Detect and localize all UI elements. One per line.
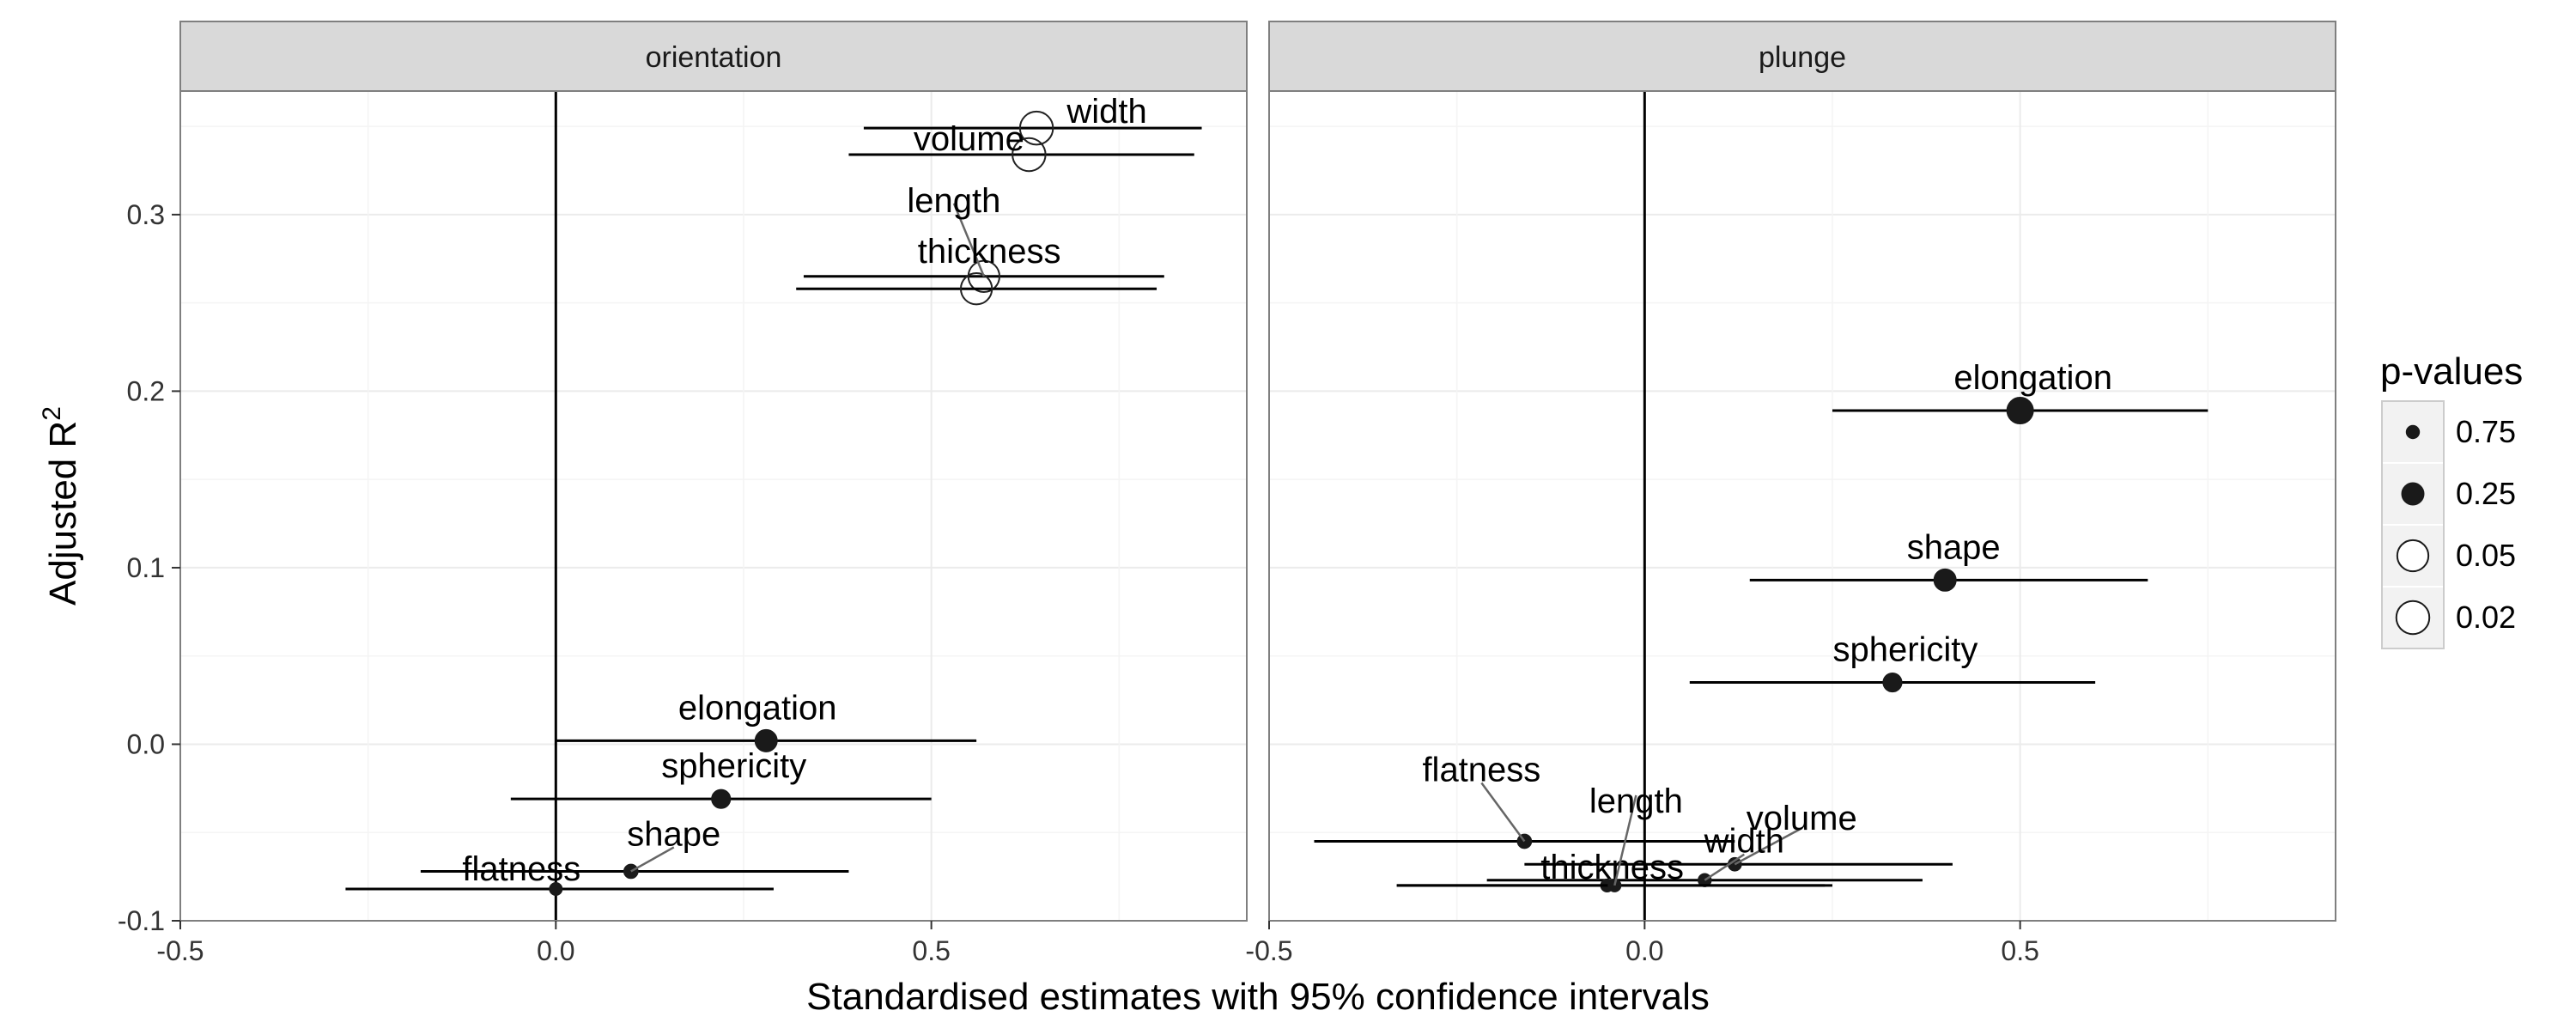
point-flatness — [549, 882, 563, 897]
point-sphericity — [711, 788, 732, 809]
panel-orientation: volume width length thickness elongation sphe… — [118, 21, 1248, 966]
legend-symbol-0.02 — [2395, 600, 2431, 636]
legend-symbol-0.75 — [2405, 424, 2421, 440]
legend-symbol-0.05 — [2396, 539, 2430, 573]
x-tick-label: 0.5 — [2001, 935, 2038, 966]
strip-title: plunge — [1759, 41, 1846, 74]
point-elongation — [2006, 397, 2034, 424]
y-tick-label: 0.1 — [127, 552, 165, 583]
legend-label: 0.75 — [2456, 414, 2516, 449]
strip-title: orientation — [646, 41, 782, 74]
data-label-flatness: flatness — [1422, 752, 1540, 789]
data-label-elongation: elongation — [678, 689, 837, 727]
data-label-length: length — [907, 182, 1000, 220]
y-axis-title-main: Adjusted R — [42, 421, 84, 606]
legend-title: p-values — [2380, 350, 2523, 393]
leader-line-length — [952, 203, 986, 277]
data-label-volume: volume — [914, 120, 1024, 158]
data-label-elongation: elongation — [1953, 359, 2112, 397]
data-label-sphericity: sphericity — [661, 747, 806, 785]
point-volume — [1012, 137, 1047, 173]
data-label-width: width — [1066, 93, 1146, 131]
panel-background — [1269, 91, 2336, 921]
data-label-length: length — [1589, 782, 1683, 820]
data-label-volume: volume — [1747, 800, 1857, 837]
leader-line-shape — [630, 846, 675, 873]
point-thickness — [959, 272, 993, 306]
x-axis-title: Standardised estimates with 95% confiden… — [806, 976, 1710, 1018]
data-label-thickness: thickness — [918, 233, 1061, 271]
point-sphericity — [1882, 672, 1903, 693]
legend-label: 0.05 — [2456, 538, 2516, 573]
legend-label: 0.25 — [2456, 476, 2516, 511]
y-tick-label: -0.1 — [118, 905, 165, 936]
x-tick-label: 0.0 — [537, 935, 574, 966]
leader-line-flatness — [1480, 782, 1526, 843]
y-tick-label: 0.3 — [127, 199, 165, 230]
leader-line-width — [1704, 853, 1745, 881]
data-label-shape: shape — [1907, 528, 2001, 566]
strip-header — [1268, 21, 2336, 92]
panel-background — [180, 91, 1247, 921]
strip-header — [179, 21, 1248, 92]
x-tick-label: 0.0 — [1625, 935, 1663, 966]
data-label-thickness: thickness — [1540, 849, 1684, 886]
panel-plunge: elongation shape sphericity flatness volumew… — [1245, 21, 2336, 966]
point-elongation — [754, 728, 778, 752]
x-tick-label: 0.5 — [912, 935, 950, 966]
leader-line-length — [1613, 795, 1637, 886]
data-label-width: width — [1704, 823, 1784, 861]
legend-frame — [2381, 400, 2445, 649]
point-shape — [1933, 568, 1957, 592]
data-label-flatness: flatness — [462, 850, 580, 888]
data-label-shape: shape — [627, 815, 720, 853]
y-tick-label: 0.2 — [127, 375, 165, 406]
point-width — [1018, 110, 1054, 146]
y-axis-title-superscript: 2 — [38, 406, 66, 421]
x-tick-label: -0.5 — [156, 935, 204, 966]
y-tick-label: 0.0 — [127, 728, 165, 759]
legend: p-values 0.75 0.25 0.05 0.02 — [2380, 350, 2523, 649]
legend-symbol-0.25 — [2401, 482, 2425, 506]
leader-line-volume — [1734, 827, 1802, 866]
x-tick-label: -0.5 — [1245, 935, 1292, 966]
legend-label: 0.02 — [2456, 600, 2516, 635]
y-axis-title: Adjusted R2 — [38, 406, 84, 606]
data-label-sphericity: sphericity — [1832, 631, 1978, 669]
